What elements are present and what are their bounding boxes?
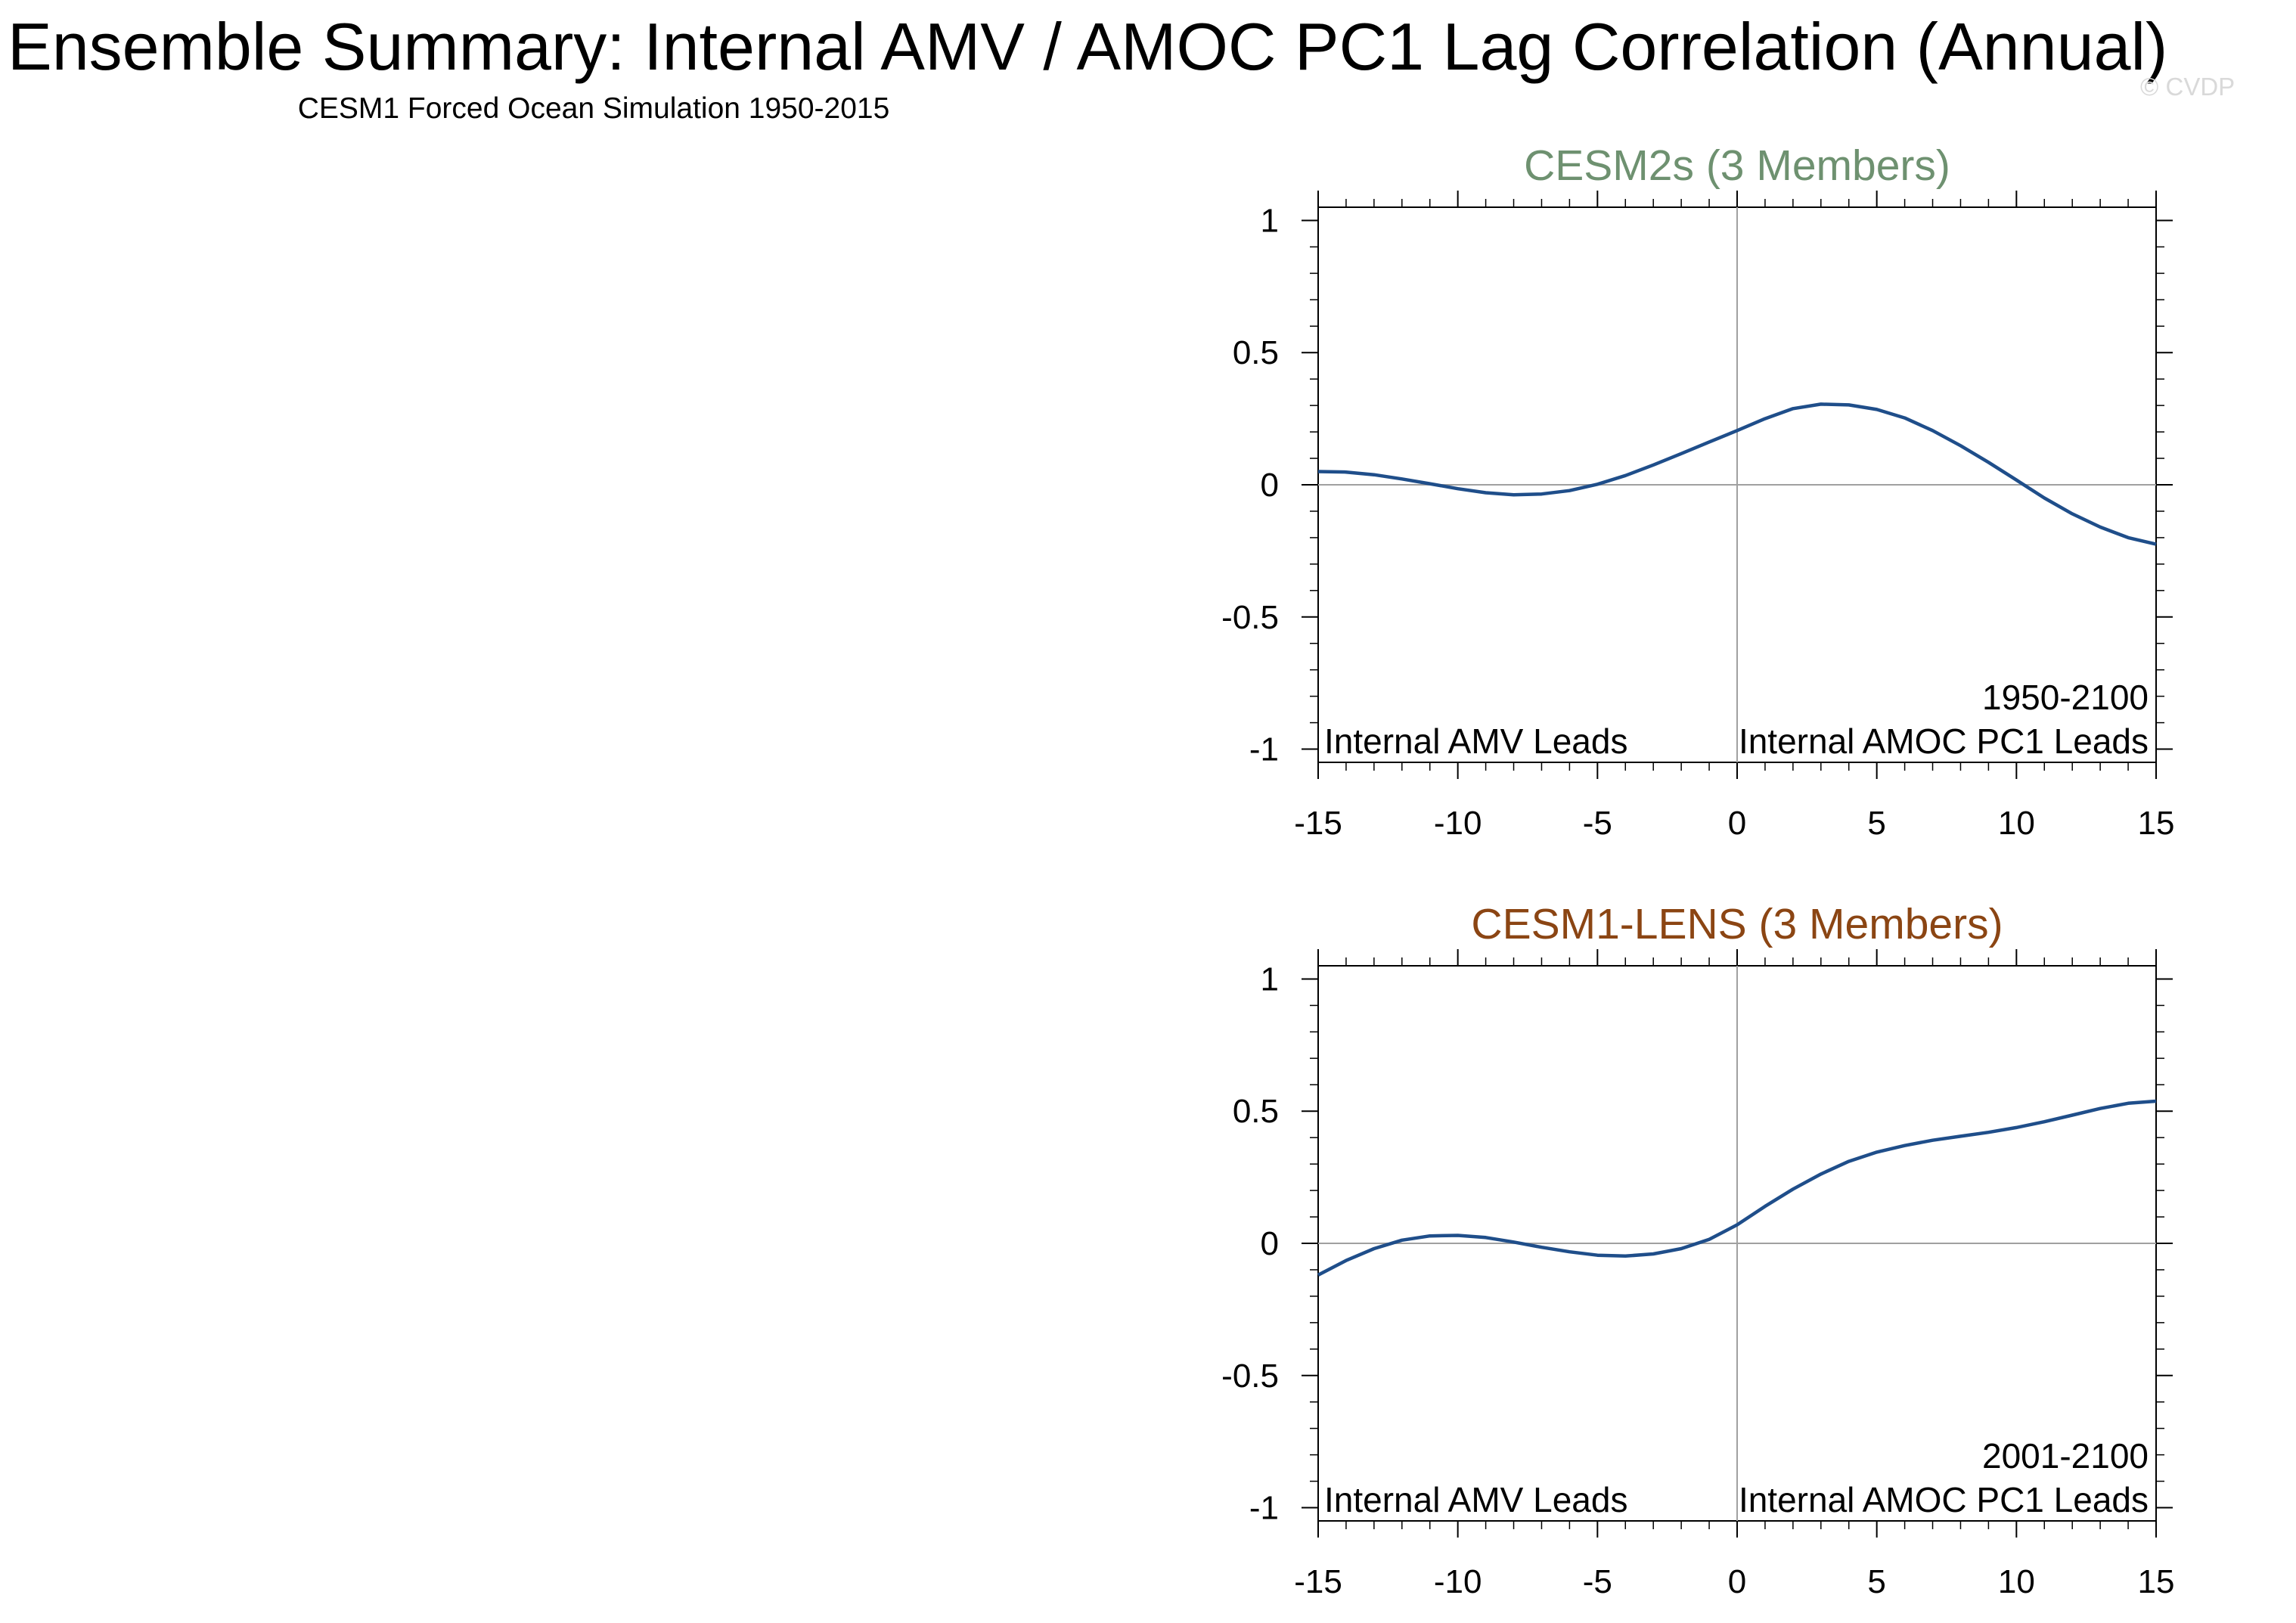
y-tick-label: -1 <box>1249 731 1279 768</box>
right-lead-label: Internal AMOC PC1 Leads <box>1739 1480 2149 1519</box>
y-tick-label: 0.5 <box>1233 334 1279 371</box>
x-tick-label: 5 <box>1867 805 1885 842</box>
left-lead-label: Internal AMV Leads <box>1324 722 1627 761</box>
x-tick-label: -15 <box>1294 1563 1342 1600</box>
x-tick-label: 10 <box>1998 805 2035 842</box>
period-label: 1950-2100 <box>1982 678 2149 717</box>
y-tick-label: -0.5 <box>1221 1358 1279 1395</box>
period-label: 2001-2100 <box>1982 1436 2149 1476</box>
x-tick-label: 0 <box>1728 1563 1746 1600</box>
y-tick-label: -1 <box>1249 1490 1279 1527</box>
x-tick-label: -15 <box>1294 805 1342 842</box>
figure-title: Ensemble Summary: Internal AMV / AMOC PC… <box>8 9 2168 84</box>
panel-cesm1-lens: CESM1-LENS (3 Members) 1 0.5 0 -0.5 -1 -15 -10 -… <box>1221 900 2174 1600</box>
x-tick-label: 10 <box>1998 1563 2035 1600</box>
x-tick-label: -5 <box>1583 1563 1612 1600</box>
figure-subtitle: CESM1 Forced Ocean Simulation 1950-2015 <box>297 92 890 125</box>
panel-title: CESM1-LENS (3 Members) <box>1471 900 2003 948</box>
x-tick-label: -5 <box>1583 805 1612 842</box>
x-tick-label: -10 <box>1434 805 1482 842</box>
y-tick-label: -0.5 <box>1221 599 1279 636</box>
y-tick-label: 0 <box>1261 1225 1279 1262</box>
right-lead-label: Internal AMOC PC1 Leads <box>1739 722 2149 761</box>
y-tick-label: 0 <box>1261 467 1279 504</box>
panel-title: CESM2s (3 Members) <box>1524 141 1950 190</box>
x-tick-label: -10 <box>1434 1563 1482 1600</box>
y-tick-label: 0.5 <box>1233 1093 1279 1130</box>
cvdp-watermark: © CVDP <box>2140 73 2235 101</box>
y-tick-label: 1 <box>1261 960 1279 998</box>
y-tick-label: 1 <box>1261 202 1279 239</box>
x-tick-label: 0 <box>1728 805 1746 842</box>
left-lead-label: Internal AMV Leads <box>1324 1480 1627 1519</box>
x-tick-label: 15 <box>2138 805 2175 842</box>
panel-cesm2s: CESM2s (3 Members) 1 0.5 0 -0.5 -1 -15 -10 -5 0 5 1… <box>1221 141 2174 842</box>
x-tick-label: 15 <box>2138 1563 2175 1600</box>
x-tick-label: 5 <box>1867 1563 1885 1600</box>
